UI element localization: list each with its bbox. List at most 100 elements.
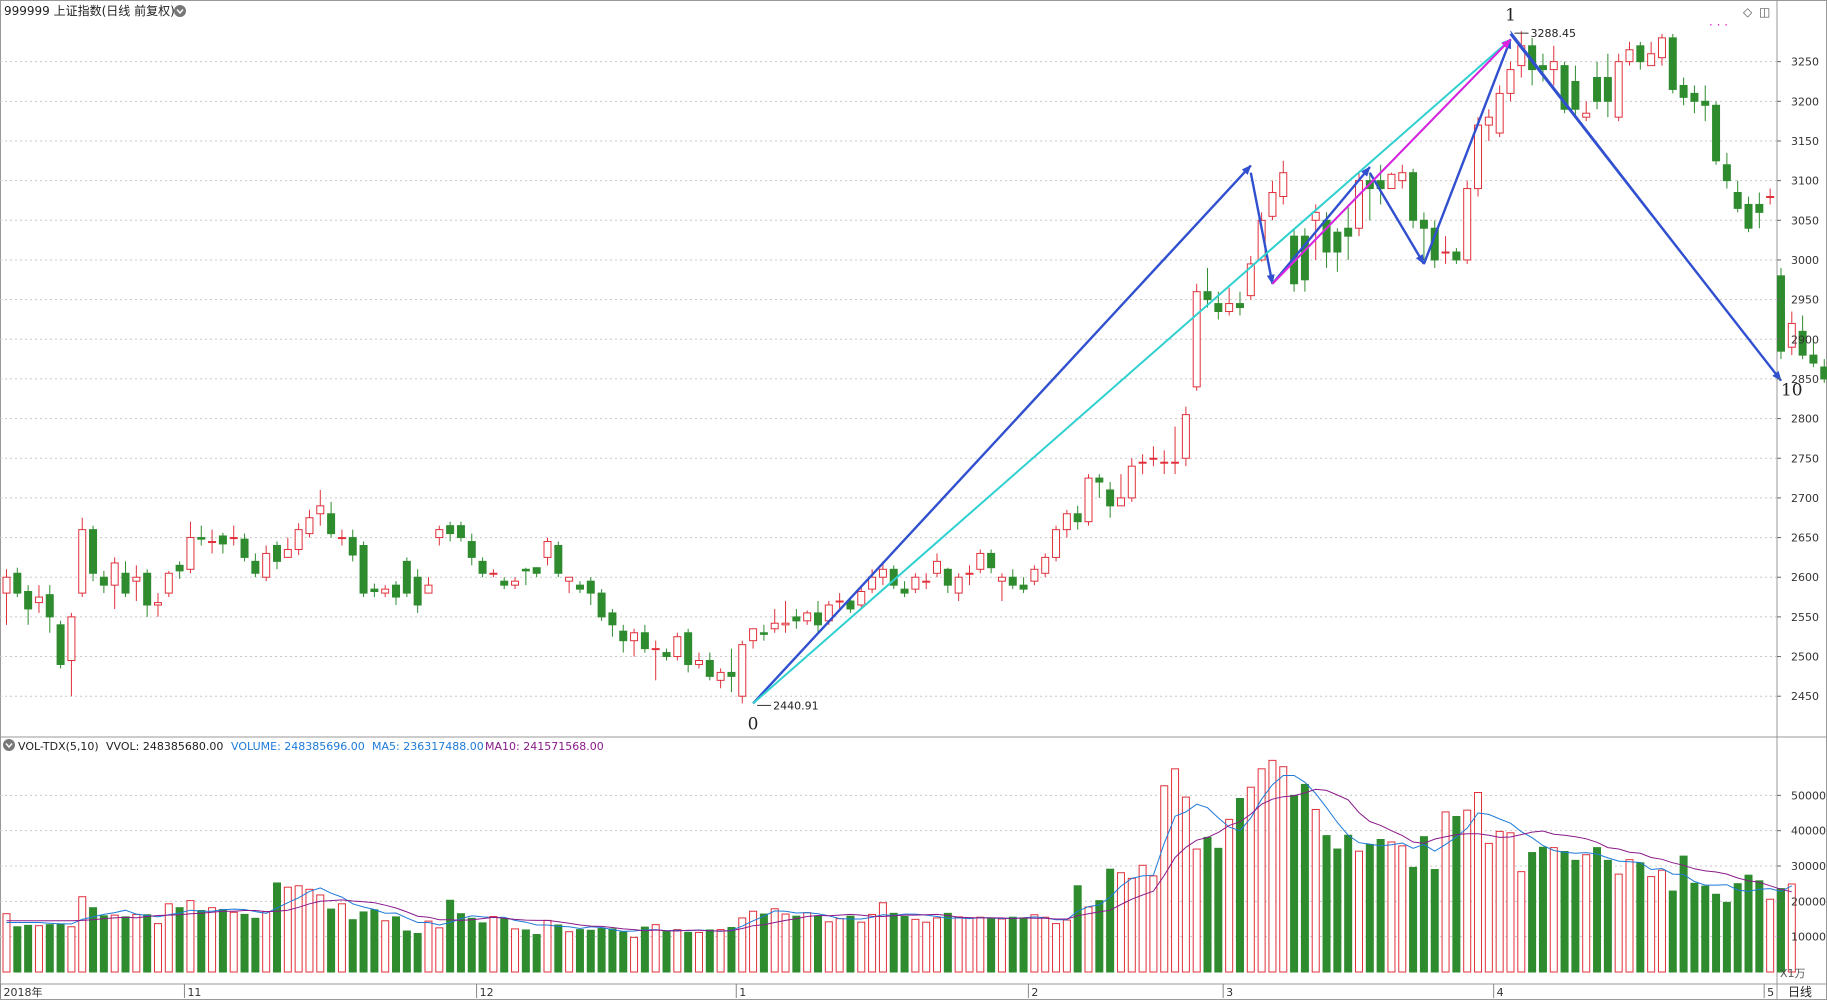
volume-bar-down — [99, 915, 108, 973]
price-marker-label: 2440.91 — [773, 699, 819, 712]
volume-bars — [2, 759, 1796, 973]
price-tick-label: 2500 — [1791, 651, 1819, 664]
volume-bar-up — [1041, 916, 1050, 973]
candle-down — [240, 538, 249, 558]
volume-bar-down — [792, 915, 801, 973]
candle-up — [1625, 49, 1634, 63]
volume-bar-down — [392, 916, 401, 973]
volume-bar-up — [381, 920, 390, 973]
price-tick-label: 2600 — [1791, 571, 1819, 584]
volume-bar-up — [1355, 850, 1363, 973]
volume-bar-down — [1365, 843, 1374, 973]
candle-down — [251, 560, 260, 574]
volume-bar-down — [240, 913, 249, 973]
candle-up — [305, 517, 314, 535]
more-options-icon[interactable]: · · · — [1709, 18, 1728, 32]
candle-down — [521, 568, 530, 572]
chevron-down-icon[interactable] — [174, 5, 186, 17]
candle-up — [1582, 112, 1591, 118]
volume-bar-up — [208, 907, 217, 973]
volume-bar-down — [608, 928, 617, 973]
candle-down — [456, 525, 465, 539]
candle-up — [435, 529, 444, 539]
volume-bar-up — [1149, 875, 1158, 973]
candle-down — [532, 567, 541, 574]
candle-down — [197, 537, 206, 540]
volume-bar-up — [1495, 830, 1504, 973]
volume-tick-label: 10000 — [1791, 931, 1826, 944]
volume-dropdown[interactable] — [3, 739, 15, 751]
volume-bar-up — [543, 919, 552, 973]
volume-value: VOLUME: 248385696.00 — [231, 740, 365, 753]
volume-bar-up — [283, 886, 292, 973]
candle-down — [1820, 366, 1827, 380]
volume-bar-up — [1246, 786, 1255, 973]
candle-up — [34, 596, 43, 604]
candle-up — [716, 671, 725, 681]
volume-bar-down — [814, 915, 822, 973]
volume-bar-down — [575, 929, 584, 973]
title-dropdown[interactable] — [174, 5, 186, 17]
candle-up — [781, 622, 790, 626]
candle-up — [67, 616, 76, 662]
volume-bar-up — [1052, 923, 1061, 973]
volume-bar-up — [965, 917, 974, 973]
candle-down — [1300, 235, 1309, 281]
candle-down — [446, 525, 455, 535]
volume-bar-down — [1538, 846, 1547, 973]
candle-up — [1030, 568, 1039, 582]
candle-up — [1484, 116, 1493, 126]
candle-up — [630, 632, 639, 642]
candle-down — [1203, 291, 1212, 301]
volume-bar-down — [597, 928, 606, 973]
volume-bar-up — [1171, 768, 1180, 973]
wave-arrow-magenta — [1271, 38, 1512, 285]
candle-down — [143, 572, 152, 606]
price-tick-label: 2550 — [1791, 611, 1819, 624]
volume-bar-up — [110, 914, 119, 973]
candle-up — [1495, 92, 1504, 134]
candle-up — [965, 572, 974, 575]
candle-down — [327, 513, 336, 535]
volume-bar-down — [684, 931, 693, 973]
candle-up — [1279, 172, 1288, 197]
candle-down — [413, 576, 422, 606]
volume-bar-down — [1733, 883, 1742, 973]
volume-bar-down — [359, 911, 368, 973]
ma10-line — [6, 788, 1792, 932]
volume-bar-down — [619, 931, 628, 973]
volume-bar-down — [1095, 900, 1104, 973]
candle-up — [294, 529, 303, 550]
volume-bar-up — [976, 916, 985, 973]
volume-bar-down — [1593, 847, 1602, 973]
volume-bar-down — [251, 917, 260, 973]
candle-down — [987, 552, 996, 569]
candle-up — [1614, 61, 1623, 118]
volume-bar-up — [316, 894, 325, 973]
volume-bar-up — [1766, 898, 1775, 973]
price-tick-label: 2850 — [1791, 373, 1819, 386]
panel-toggle-icon[interactable]: ◫ — [1759, 5, 1770, 19]
volume-bar-up — [1062, 919, 1071, 973]
volume-bar-up — [1549, 847, 1558, 973]
volume-bar-down — [1560, 851, 1569, 973]
wave-label: 1 — [1505, 5, 1516, 25]
candle-up — [922, 580, 931, 583]
ma10-value: MA10: 241571568.00 — [485, 740, 604, 753]
candle-up — [229, 537, 238, 540]
volume-bar-up — [1657, 869, 1666, 973]
candle-down — [1636, 45, 1645, 63]
candle-up — [424, 584, 433, 594]
volume-bar-up — [1582, 854, 1591, 973]
chevron-down-icon[interactable] — [3, 739, 15, 751]
candle-up — [1463, 188, 1472, 261]
diamond-icon[interactable]: ◇ — [1743, 5, 1753, 19]
volume-bar-up — [1084, 906, 1093, 973]
candle-up — [1084, 477, 1093, 523]
period-label[interactable]: 日线 — [1788, 985, 1812, 999]
candle-down — [500, 580, 509, 586]
volume-bar-down — [13, 926, 22, 973]
time-tick-label: 11 — [187, 986, 201, 999]
candle-down — [608, 612, 617, 626]
